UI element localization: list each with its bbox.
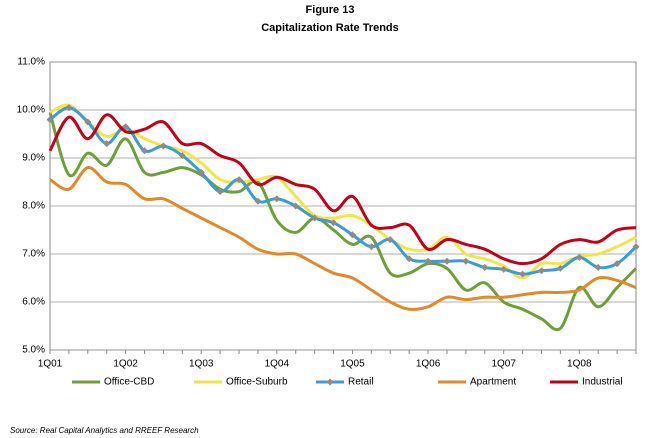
- x-tick-label: 1Q04: [265, 359, 290, 370]
- marker: [84, 118, 92, 126]
- marker: [462, 257, 470, 265]
- chart-subtitle: Capitalization Rate Trends: [261, 22, 399, 34]
- marker: [481, 263, 489, 271]
- x-tick-label: 1Q07: [491, 359, 516, 370]
- marker: [386, 236, 394, 244]
- marker: [613, 260, 621, 268]
- y-tick-label: 8.0%: [22, 201, 45, 212]
- marker: [367, 243, 375, 251]
- y-tick-label: 11.0%: [17, 57, 45, 68]
- x-tick-label: 1Q05: [340, 359, 365, 370]
- y-tick-label: 7.0%: [22, 249, 45, 260]
- marker: [330, 219, 338, 227]
- marker: [254, 197, 262, 205]
- series-line: [48, 113, 637, 266]
- legend-label: Industrial: [582, 377, 623, 388]
- legend-label: Office-CBD: [104, 377, 154, 388]
- marker: [632, 243, 640, 251]
- marker: [235, 176, 243, 184]
- marker: [311, 214, 319, 222]
- marker: [537, 267, 545, 275]
- marker: [519, 270, 527, 278]
- marker: [500, 265, 508, 273]
- legend-label: Retail: [348, 377, 374, 388]
- series-line: [48, 111, 638, 332]
- marker: [556, 264, 564, 272]
- marker: [424, 257, 432, 265]
- marker: [65, 104, 73, 112]
- marker: [405, 255, 413, 263]
- marker: [273, 195, 281, 203]
- marker: [575, 253, 583, 261]
- marker: [348, 231, 356, 239]
- legend-marker: [326, 378, 334, 386]
- x-tick-label: 1Q06: [416, 359, 441, 370]
- marker: [443, 257, 451, 265]
- chart-title: Figure 13: [306, 4, 355, 16]
- source: Source: Real Capital Analytics and RREEF…: [10, 426, 199, 435]
- marker: [141, 147, 149, 155]
- marker: [103, 140, 111, 148]
- marker: [159, 142, 167, 150]
- marker: [197, 168, 205, 176]
- x-tick-label: 1Q01: [38, 359, 63, 370]
- marker: [122, 123, 130, 131]
- x-tick-label: 1Q03: [189, 359, 214, 370]
- y-tick-label: 10.0%: [17, 105, 45, 116]
- marker: [594, 263, 602, 271]
- legend-label: Office-Suburb: [226, 377, 288, 388]
- x-tick-label: 1Q02: [113, 359, 138, 370]
- series-line: [49, 166, 637, 311]
- y-tick-label: 9.0%: [22, 153, 45, 164]
- marker: [46, 116, 54, 124]
- marker: [292, 202, 300, 210]
- legend-label: Apartment: [470, 377, 516, 388]
- y-tick-label: 6.0%: [22, 297, 45, 308]
- marker: [216, 188, 224, 196]
- x-tick-label: 1Q08: [567, 359, 592, 370]
- series-line: [49, 103, 637, 280]
- y-tick-label: 5.0%: [22, 345, 45, 356]
- marker: [178, 152, 186, 160]
